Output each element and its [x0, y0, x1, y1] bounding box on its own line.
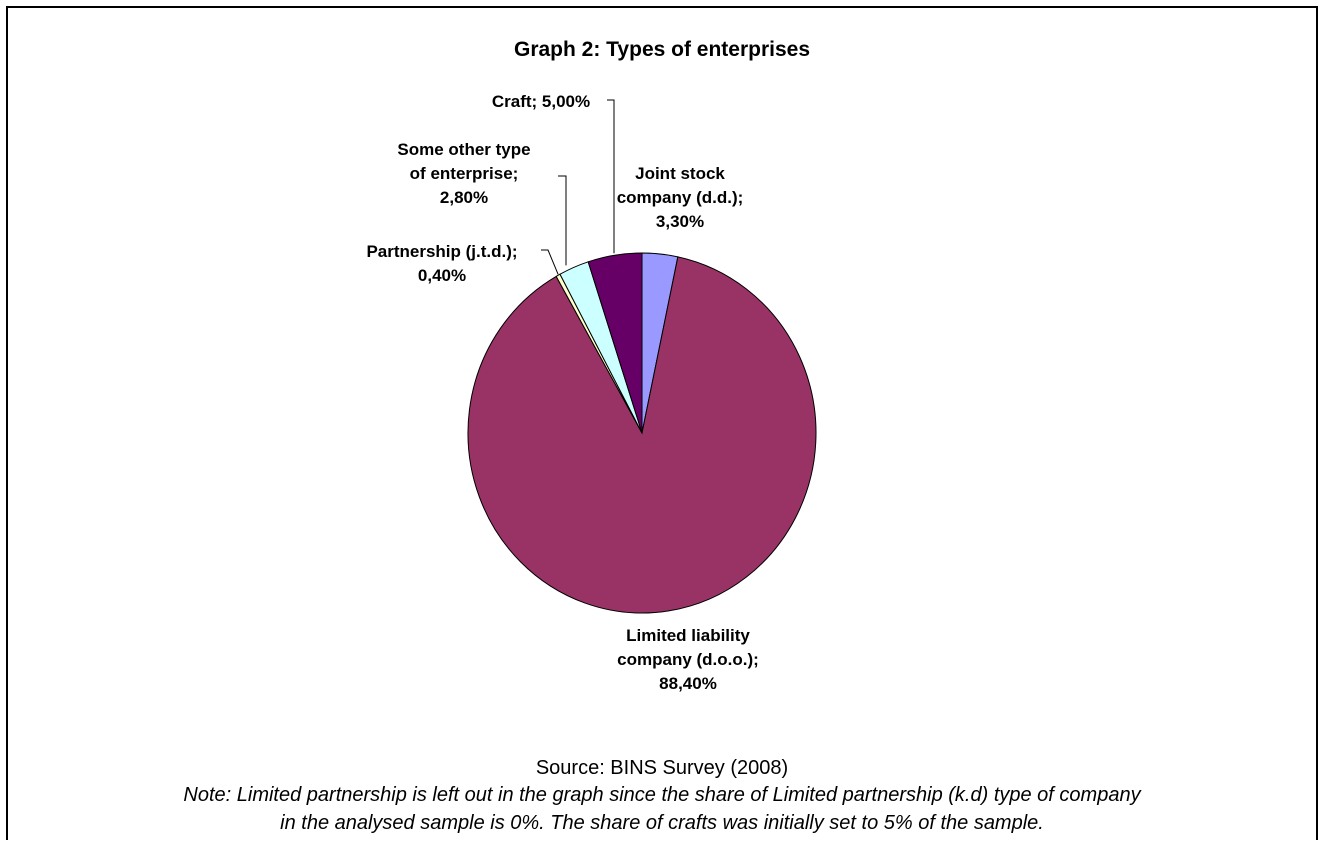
note-caption: Note: Limited partnership is left out in…	[0, 781, 1324, 837]
slice-label-joint-stock: Joint stock company (d.d.); 3,30%	[616, 164, 744, 231]
pie-slice-limited-liability	[467, 256, 817, 614]
leader-line-craft	[607, 99, 615, 254]
source-caption: Source: BINS Survey (2008)	[535, 757, 789, 779]
slice-label-partnership: Partnership (j.t.d.); 0,40%	[366, 242, 518, 285]
slice-label-other-type: Some other type of enterprise; 2,80%	[397, 140, 531, 207]
slice-label-craft: Craft; 5,00%	[491, 92, 591, 111]
note-line-2: in the analysed sample is 0%. The share …	[280, 812, 1044, 834]
chart-title: Graph 2: Types of enterprises	[513, 38, 811, 61]
pie-slice-craft	[587, 252, 643, 434]
slice-label-limited-liability: Limited liability company (d.o.o.); 88,4…	[617, 626, 759, 693]
document-frame	[6, 6, 1318, 840]
leader-line-other-type	[558, 175, 567, 266]
leader-line-partnership	[541, 249, 559, 275]
note-line-1: Note: Limited partnership is left out in…	[183, 784, 1141, 806]
